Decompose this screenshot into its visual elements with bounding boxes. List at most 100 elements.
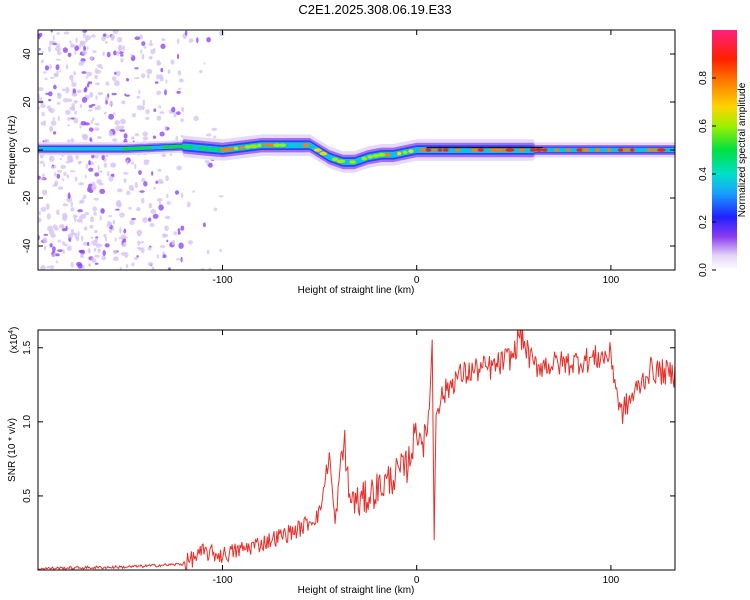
noise-blob — [71, 103, 75, 109]
noise-blob — [89, 137, 92, 142]
noise-blob — [41, 50, 45, 54]
noise-blob — [126, 159, 129, 166]
noise-blob — [52, 35, 55, 41]
noise-blob — [49, 109, 53, 113]
noise-blob — [141, 197, 145, 204]
noise-blob — [119, 266, 122, 270]
noise-blob — [83, 45, 87, 52]
noise-blob — [41, 111, 45, 117]
colorbar-tick-label: 0.8 — [698, 71, 709, 85]
noise-blob — [170, 59, 175, 65]
noise-blob — [48, 229, 55, 235]
noise-blob — [138, 89, 141, 95]
ridge-hotspot — [630, 148, 635, 152]
noise-blob — [117, 200, 121, 206]
noise-blob — [50, 76, 55, 79]
noise-blob — [202, 222, 206, 228]
noise-blob — [89, 91, 94, 98]
ridge-hotspot — [267, 143, 275, 147]
noise-blob — [143, 181, 148, 187]
noise-blob — [166, 239, 169, 243]
ridge-hotspot — [419, 148, 426, 152]
noise-blob — [111, 34, 114, 40]
noise-blob — [123, 228, 127, 234]
noise-blob — [99, 215, 102, 221]
noise-blob — [40, 121, 45, 126]
noise-blob — [74, 110, 78, 115]
noise-blob — [38, 217, 42, 223]
noise-blob — [136, 105, 143, 111]
noise-blob — [106, 171, 110, 177]
ridge-hotspot — [408, 149, 414, 153]
noise-blob — [103, 111, 107, 115]
noise-blob — [82, 241, 89, 246]
noise-blob — [78, 250, 82, 253]
ridge-hotspot — [302, 143, 310, 147]
noise-blob — [80, 253, 84, 259]
noise-blob — [121, 100, 126, 105]
noise-blob — [145, 116, 150, 120]
noise-blob — [142, 136, 149, 141]
noise-blob — [53, 131, 57, 135]
noise-blob — [97, 165, 100, 171]
noise-blob — [71, 44, 76, 48]
noise-blob — [57, 186, 64, 190]
ridge-hotspot — [542, 148, 548, 152]
noise-blob — [113, 50, 117, 56]
top-x-tick-label: -100 — [212, 275, 232, 286]
noise-blob — [55, 64, 60, 71]
noise-blob — [103, 233, 107, 238]
noise-blob — [125, 264, 129, 268]
ridge-hotspot — [319, 151, 328, 156]
noise-blob — [55, 260, 59, 264]
noise-blob — [56, 51, 62, 56]
noise-blob — [79, 215, 82, 219]
snr-series-line — [38, 330, 675, 570]
noise-blob — [87, 248, 91, 254]
ridge-hotspot — [133, 146, 141, 151]
noise-blob — [129, 219, 135, 225]
noise-blob — [112, 138, 118, 142]
bottom-x-tick-label: 100 — [603, 575, 620, 586]
noise-blob — [74, 45, 80, 51]
noise-blob — [165, 175, 169, 182]
noise-blob — [114, 71, 117, 76]
noise-blob — [82, 50, 88, 55]
ridge-hotspot — [617, 148, 624, 152]
noise-blob — [88, 160, 91, 166]
noise-blob — [62, 47, 68, 53]
noise-blob — [138, 170, 142, 175]
colorbar — [712, 30, 737, 270]
scale-factor-label: (x104) — [8, 327, 20, 354]
noise-blob — [166, 193, 169, 199]
noise-blob — [147, 246, 152, 251]
noise-blob — [56, 173, 61, 179]
noise-blob — [151, 171, 154, 176]
noise-blob — [67, 245, 72, 251]
noise-blob — [119, 125, 125, 130]
noise-blob — [80, 213, 86, 219]
noise-blob — [120, 53, 124, 57]
noise-blob — [95, 95, 98, 100]
colorbar-tick-label: 0.2 — [698, 215, 709, 229]
noise-blob — [176, 165, 182, 171]
noise-blob — [48, 98, 52, 102]
noise-blob — [128, 206, 133, 210]
noise-blob — [156, 254, 159, 259]
noise-blob — [208, 267, 212, 270]
noise-blob — [111, 92, 117, 96]
noise-blob — [136, 255, 139, 258]
ridge-hotspot — [565, 148, 571, 152]
noise-blob — [76, 218, 82, 223]
ridge-hotspot — [257, 143, 262, 148]
noise-blob — [219, 30, 225, 37]
noise-blob — [123, 133, 128, 139]
noise-blob — [74, 176, 78, 182]
noise-blob — [148, 217, 152, 222]
ridge-hotspot — [239, 145, 245, 150]
noise-blob — [131, 161, 135, 165]
noise-blob — [97, 248, 101, 253]
noise-blob — [136, 95, 141, 99]
noise-blob — [65, 86, 70, 94]
noise-blob — [44, 245, 47, 251]
